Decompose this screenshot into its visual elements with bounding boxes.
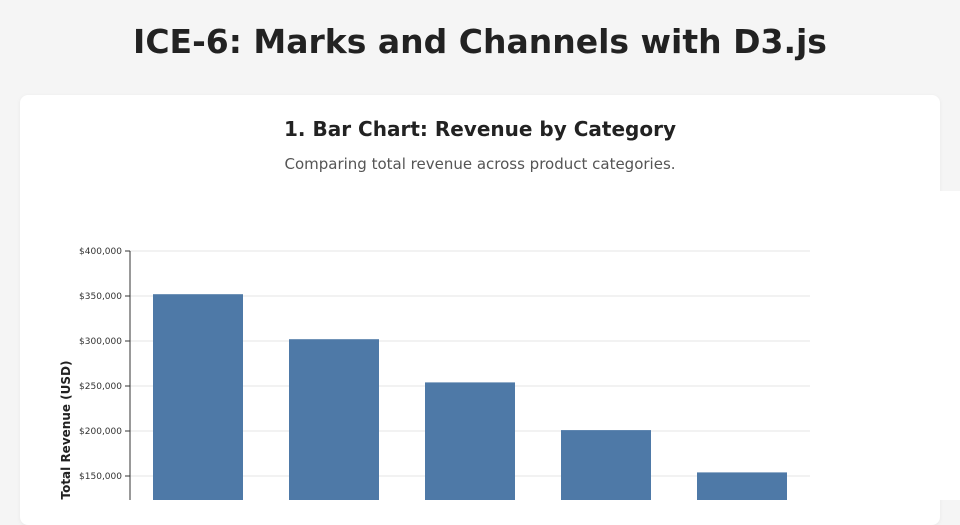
bar [289, 339, 379, 500]
bar-chart: $400,000 $350,000 $300,000 $250,000 $200,000… [59, 247, 810, 500]
overlay-panel [940, 191, 960, 500]
chart-subtitle: Comparing total revenue across product c… [284, 155, 676, 173]
y-tick-label: $350,000 [79, 292, 122, 302]
y-tick-label: $250,000 [79, 382, 122, 392]
page-title: ICE-6: Marks and Channels with D3.js [133, 22, 827, 61]
bar [425, 382, 515, 500]
bar [153, 294, 243, 500]
y-tick-label: $150,000 [79, 472, 122, 482]
y-axis-label: Total Revenue (USD) [59, 360, 73, 499]
bar [561, 430, 651, 500]
y-tick-label: $200,000 [79, 427, 122, 437]
y-tick-label: $300,000 [79, 337, 122, 347]
bar [697, 472, 787, 500]
chart-title: 1. Bar Chart: Revenue by Category [284, 117, 676, 141]
y-tick-label: $400,000 [79, 247, 122, 257]
